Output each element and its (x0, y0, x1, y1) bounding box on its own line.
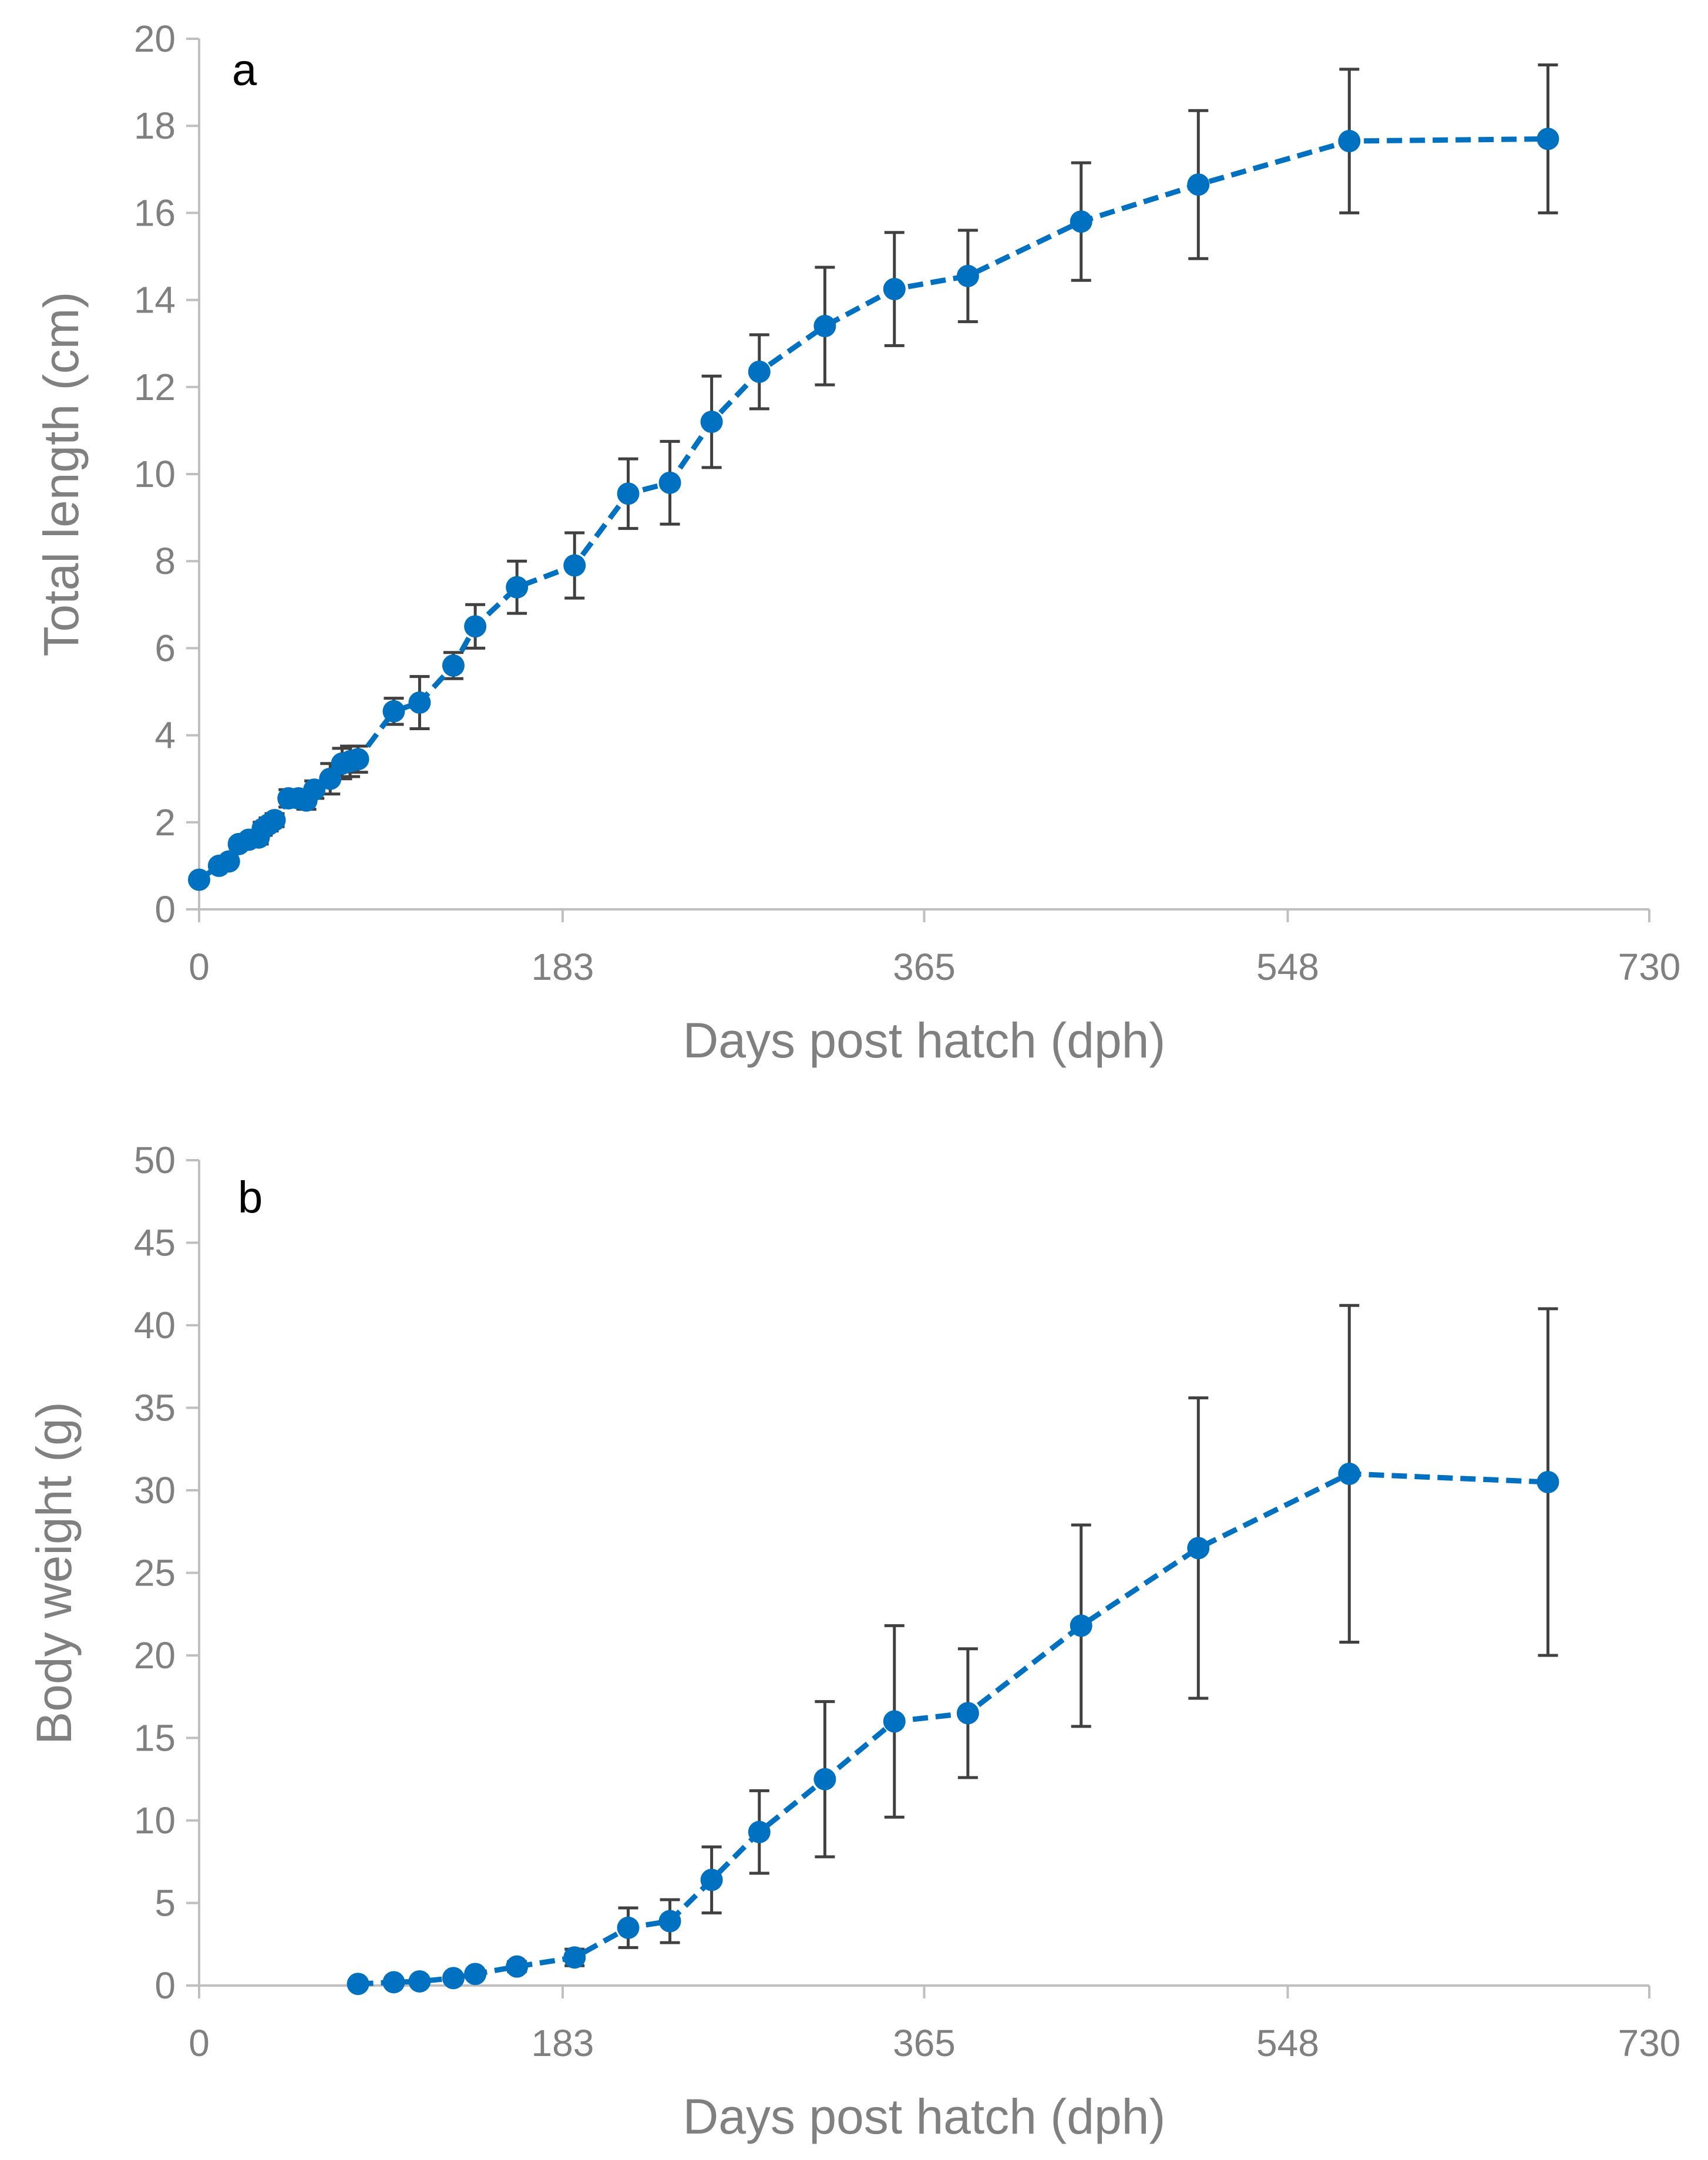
data-point (303, 778, 326, 801)
data-point (617, 482, 640, 505)
y-tick-label: 25 (134, 1552, 176, 1594)
data-point (700, 411, 723, 434)
data-point (956, 1702, 979, 1725)
x-tick-label: 0 (189, 946, 210, 988)
x-axis-title: Days post hatch (dph) (683, 2089, 1166, 2144)
data-point (1070, 210, 1092, 233)
y-axis-title: Total length (cm) (33, 292, 89, 657)
y-tick-label: 8 (154, 540, 176, 582)
y-tick-label: 45 (134, 1222, 176, 1264)
data-point (464, 615, 487, 638)
y-tick-label: 6 (154, 627, 176, 669)
data-point (506, 576, 529, 599)
series-line (197, 136, 1548, 882)
data-point (464, 1963, 487, 1986)
data-point (347, 748, 369, 771)
data-point (658, 1910, 681, 1933)
x-tick-label: 183 (532, 2022, 594, 2064)
chart-panel-a: 0 2 4 6 8 10 12 14 16 18 20 0 183 365 548 730 Days post … (33, 18, 1680, 1068)
data-point (658, 471, 681, 494)
data-point (563, 1946, 586, 1969)
y-tick-label: 14 (134, 279, 176, 321)
x-tick-label: 183 (532, 946, 594, 988)
x-tick-label: 730 (1618, 946, 1681, 988)
y-tick-label: 0 (154, 888, 176, 930)
x-tick-label: 548 (1256, 946, 1319, 988)
y-tick-label: 5 (154, 1882, 176, 1924)
panel-label: b (238, 1173, 263, 1222)
data-point (883, 278, 906, 301)
y-tick-label: 16 (134, 192, 176, 234)
data-point (188, 868, 210, 891)
series-line (358, 1471, 1548, 1987)
data-point (883, 1710, 906, 1733)
y-tick-label: 20 (134, 18, 176, 60)
y-tick-label: 20 (134, 1634, 176, 1677)
y-tick-label: 18 (134, 105, 176, 147)
data-point (217, 850, 240, 873)
data-point (748, 360, 771, 383)
data-point (1536, 1470, 1559, 1493)
x-tick-label: 548 (1256, 2022, 1319, 2064)
data-point (442, 1967, 465, 1990)
data-point (263, 809, 286, 832)
y-tick-label: 10 (134, 1799, 176, 1842)
x-tick-label: 0 (189, 2022, 210, 2064)
data-point (813, 1768, 836, 1791)
data-point (382, 1971, 405, 1994)
data-point (1536, 127, 1559, 150)
data-point (319, 767, 342, 790)
y-tick-label: 0 (154, 1964, 176, 2007)
y-tick-label: 15 (134, 1717, 176, 1759)
data-point (700, 1869, 723, 1892)
data-point (1187, 1537, 1210, 1560)
y-tick-label: 35 (134, 1387, 176, 1429)
panel-label: a (232, 45, 257, 95)
data-point (1338, 1462, 1361, 1485)
data-point (563, 554, 586, 577)
data-point (347, 1973, 369, 1996)
x-tick-label: 730 (1618, 2022, 1681, 2064)
data-point (748, 1820, 771, 1843)
y-tick-label: 30 (134, 1469, 176, 1511)
data-point (382, 700, 405, 723)
data-point (442, 654, 465, 677)
data-point (617, 1916, 640, 1939)
y-tick-label: 50 (134, 1139, 176, 1181)
y-tick-label: 10 (134, 453, 176, 495)
y-tick-label: 4 (154, 714, 176, 757)
y-tick-label: 12 (134, 366, 176, 408)
chart-panel-b: 0 5 10 15 20 25 30 35 40 45 50 0 183 365 548 730 Days po… (26, 1139, 1680, 2144)
data-point (956, 264, 979, 287)
data-point (813, 315, 836, 338)
y-tick-label: 2 (154, 801, 176, 844)
data-point (1070, 1614, 1092, 1637)
y-axis-title: Body weight (g) (26, 1402, 82, 1745)
data-point (408, 1970, 431, 1993)
data-point (408, 691, 431, 714)
y-tick-label: 40 (134, 1304, 176, 1346)
x-axis-title: Days post hatch (dph) (683, 1013, 1166, 1068)
data-point (506, 1955, 529, 1978)
x-tick-label: 365 (893, 946, 956, 988)
data-point (1338, 130, 1361, 153)
x-tick-label: 365 (893, 2022, 956, 2064)
data-point (1187, 173, 1210, 196)
